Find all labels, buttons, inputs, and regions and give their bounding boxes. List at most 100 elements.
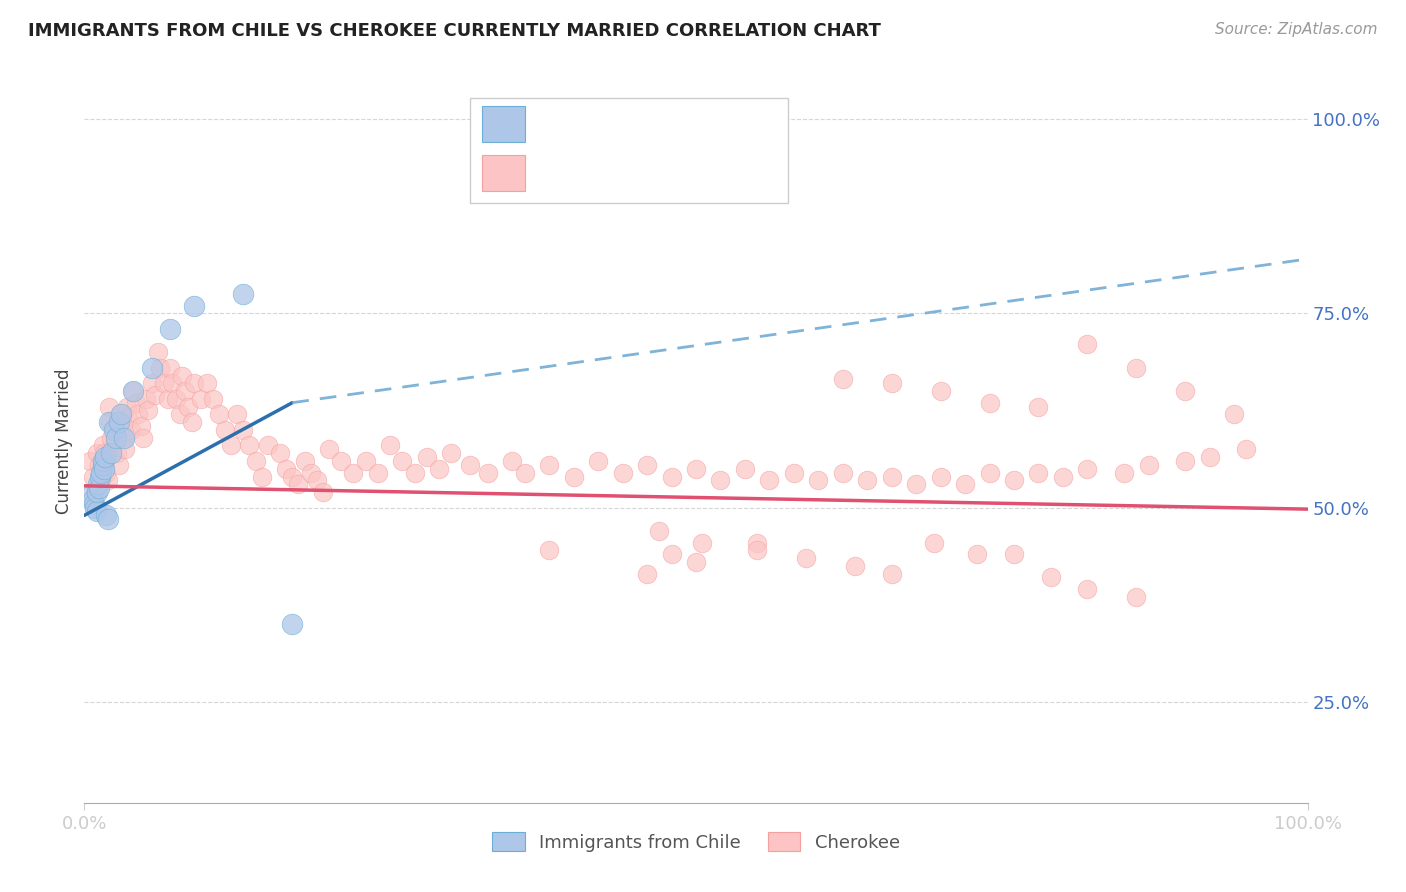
Point xyxy=(1198,450,1220,464)
Point xyxy=(181,415,204,429)
Point xyxy=(416,450,439,464)
Point xyxy=(125,395,148,409)
Point xyxy=(747,535,769,549)
Point xyxy=(287,477,309,491)
Point xyxy=(1125,590,1147,604)
Point xyxy=(84,485,107,500)
Point xyxy=(84,500,107,515)
Point xyxy=(110,408,132,422)
FancyBboxPatch shape xyxy=(482,154,524,191)
Point xyxy=(690,535,713,549)
Point xyxy=(89,466,111,480)
Point xyxy=(538,458,561,472)
Point xyxy=(129,419,152,434)
Point xyxy=(104,423,127,437)
Point xyxy=(404,466,426,480)
Point xyxy=(105,446,128,460)
Point xyxy=(1223,408,1246,422)
Point xyxy=(101,442,124,457)
Point xyxy=(183,299,205,313)
Point xyxy=(82,469,104,483)
Point xyxy=(103,423,125,437)
Point xyxy=(661,547,683,561)
Point xyxy=(1114,466,1136,480)
Point xyxy=(477,466,499,480)
Point xyxy=(844,558,866,573)
Point xyxy=(111,419,134,434)
Point xyxy=(100,431,122,445)
Text: IMMIGRANTS FROM CHILE VS CHEROKEE CURRENTLY MARRIED CORRELATION CHART: IMMIGRANTS FROM CHILE VS CHEROKEE CURREN… xyxy=(28,22,882,40)
Point xyxy=(177,400,200,414)
Point xyxy=(232,287,254,301)
Point xyxy=(648,524,671,538)
Point xyxy=(269,446,291,460)
Point xyxy=(93,461,115,475)
Point xyxy=(238,438,260,452)
Point xyxy=(257,438,280,452)
Point xyxy=(83,497,105,511)
Point xyxy=(354,454,377,468)
Point xyxy=(91,458,114,472)
Point xyxy=(117,411,139,425)
Point xyxy=(502,454,524,468)
Point xyxy=(661,469,683,483)
Point xyxy=(318,442,340,457)
Point xyxy=(172,368,194,383)
Point xyxy=(232,423,254,437)
Point xyxy=(153,376,176,391)
Point xyxy=(979,395,1001,409)
Point xyxy=(1174,454,1197,468)
Point xyxy=(190,392,212,406)
Point xyxy=(929,384,952,398)
Point xyxy=(97,512,120,526)
Point xyxy=(135,392,157,406)
Point xyxy=(110,408,132,422)
Point xyxy=(1137,458,1160,472)
Point xyxy=(1076,582,1098,596)
Point xyxy=(208,408,231,422)
FancyBboxPatch shape xyxy=(482,105,524,142)
Point xyxy=(132,431,155,445)
Point xyxy=(100,446,122,460)
Point xyxy=(1028,466,1050,480)
Point xyxy=(201,392,224,406)
Point xyxy=(513,466,536,480)
Point xyxy=(122,384,145,398)
Point xyxy=(880,566,903,581)
Point xyxy=(94,450,117,464)
Point xyxy=(612,466,634,480)
Point xyxy=(79,454,101,468)
Point xyxy=(966,547,988,561)
Point xyxy=(86,485,108,500)
Point xyxy=(93,446,115,460)
Point xyxy=(794,551,817,566)
Point xyxy=(107,458,129,472)
Point xyxy=(807,474,830,488)
Point xyxy=(219,438,242,452)
Point xyxy=(636,458,658,472)
Point xyxy=(856,474,879,488)
Point xyxy=(90,474,112,488)
Point xyxy=(276,461,298,475)
Point xyxy=(924,535,946,549)
Point xyxy=(1125,360,1147,375)
Point xyxy=(146,345,169,359)
Point xyxy=(391,454,413,468)
Point xyxy=(165,392,187,406)
Point xyxy=(183,376,205,391)
Point xyxy=(1076,337,1098,351)
Point xyxy=(149,360,172,375)
Point xyxy=(1236,442,1258,457)
Point xyxy=(94,454,117,468)
Point xyxy=(87,458,110,472)
Point xyxy=(214,423,236,437)
Legend: Immigrants from Chile, Cherokee: Immigrants from Chile, Cherokee xyxy=(485,825,907,859)
Point xyxy=(734,461,756,475)
Point xyxy=(1039,570,1062,584)
Point xyxy=(367,466,389,480)
Point xyxy=(1002,547,1025,561)
Y-axis label: Currently Married: Currently Married xyxy=(55,368,73,515)
Point xyxy=(831,466,853,480)
Point xyxy=(112,431,135,445)
Point xyxy=(294,454,316,468)
